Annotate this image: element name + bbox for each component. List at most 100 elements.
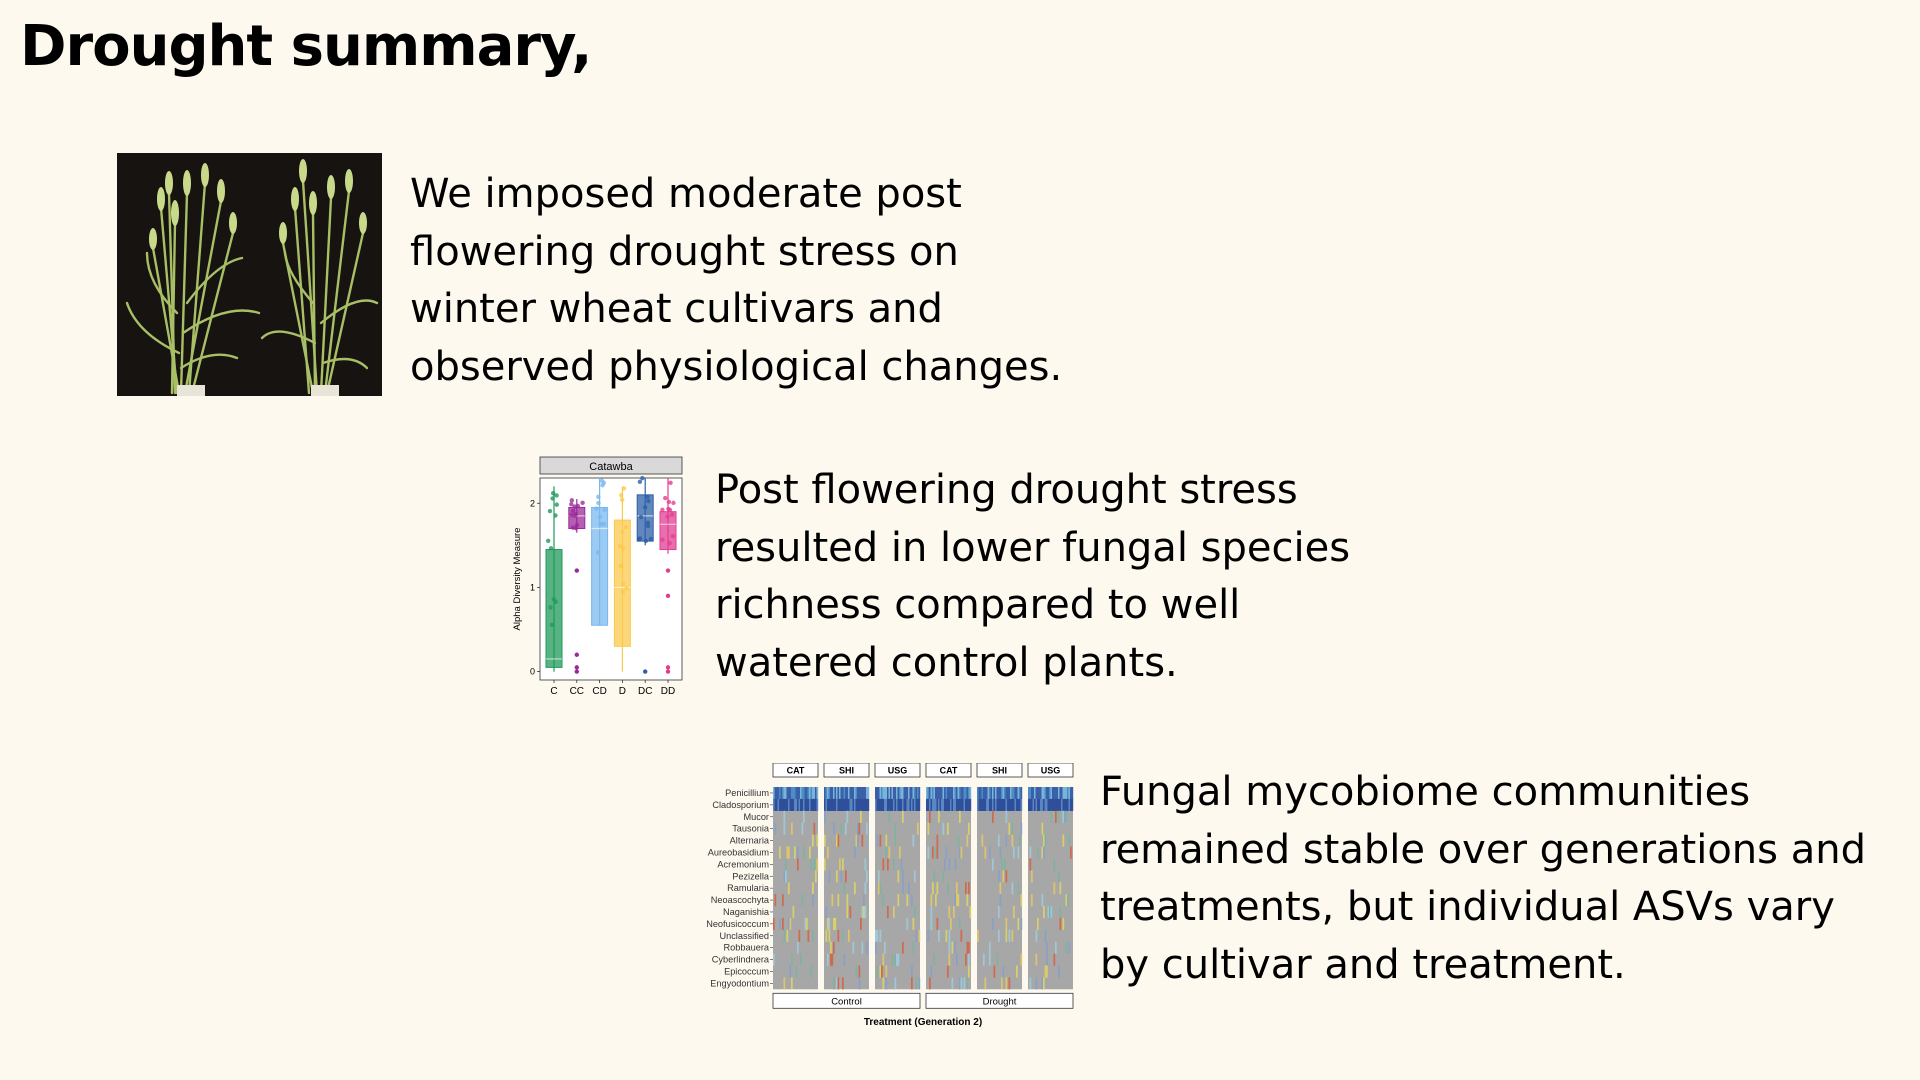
heatmap-cell: [801, 822, 804, 835]
heatmap-cell: [812, 798, 814, 811]
heatmap-cell: [849, 787, 852, 800]
heatmap-cell: [879, 787, 882, 800]
heatmap-cell: [1041, 894, 1044, 907]
heatmap-cell: [879, 882, 882, 895]
heatmap-cell: [842, 787, 844, 800]
heatmap-cell: [840, 798, 843, 811]
heatmap-cell: [930, 894, 933, 907]
heatmap-cell: [1008, 822, 1011, 835]
heatmap-cell: [1019, 787, 1021, 800]
heatmap-cell: [788, 917, 790, 930]
heatmap-cell: [890, 787, 892, 800]
heatmap-cell: [825, 906, 828, 919]
heatmap-cell: [861, 798, 864, 811]
heatmap-cell: [875, 929, 877, 942]
heatmap-cell: [990, 787, 993, 800]
heatmap-cell: [783, 977, 786, 990]
jitter-point: [620, 546, 625, 551]
heatmap-cell: [933, 953, 936, 966]
facet-strip: [539, 456, 683, 475]
heatmap-cell: [857, 798, 859, 811]
heatmap-cell: [996, 787, 999, 800]
plot-panel: [539, 477, 683, 681]
heatmap-cell: [783, 787, 786, 800]
jitter-point: [553, 513, 558, 518]
heatmap-cell: [945, 787, 948, 800]
heatmap-cell: [876, 787, 879, 800]
heatmap-cell: [1044, 834, 1047, 847]
heatmap-cell: [1071, 798, 1074, 811]
jitter-point: [666, 499, 672, 505]
heatmap-cell: [938, 787, 940, 800]
heatmap-cell: [1049, 798, 1051, 811]
heatmap-cell: [926, 798, 928, 811]
jitter-point: [645, 523, 651, 529]
heatmap-cell: [824, 834, 826, 847]
heatmap-panel: [773, 787, 818, 990]
heatmap-cell: [912, 917, 915, 930]
heatmap-cell: [894, 834, 897, 847]
heatmap-cell: [827, 798, 829, 811]
jitter-point: [665, 514, 670, 519]
heatmap-cell: [1041, 846, 1044, 859]
jitter-point: [643, 505, 648, 510]
heatmap-cell: [963, 977, 966, 990]
heatmap-row-label: Ramularia: [727, 883, 770, 893]
jitter-point: [548, 546, 554, 551]
heatmap-cell: [986, 787, 988, 800]
heatmap-cell: [966, 834, 969, 847]
heatmap-cell: [908, 882, 910, 895]
heatmap-cell: [1005, 810, 1008, 823]
jitter-point: [546, 538, 551, 544]
heatmap-cell: [852, 941, 855, 954]
heatmap-cell: [932, 846, 934, 859]
heatmap-cell: [995, 798, 997, 811]
heatmap-cell: [1047, 798, 1050, 811]
heatmap-row-label: Engyodontium: [710, 978, 769, 988]
heatmap-cell: [773, 787, 775, 800]
heatmap-cell: [786, 846, 789, 859]
jitter-point: [554, 502, 559, 507]
heatmap-cell: [888, 787, 891, 800]
heatmap-cell: [798, 787, 801, 800]
heatmap-cell: [939, 798, 942, 811]
heatmap-cell: [902, 798, 904, 811]
heatmap-cell: [1050, 810, 1053, 823]
heatmap-cell: [987, 787, 990, 800]
heatmap-cell: [989, 798, 991, 811]
heatmap-cell: [875, 798, 877, 811]
heatmap-cell: [1017, 917, 1020, 930]
heatmap-cell: [1017, 846, 1020, 859]
heatmap-cell: [1065, 894, 1068, 907]
heatmap-cell: [984, 787, 987, 800]
heatmap-cell: [849, 906, 852, 919]
heatmap-cell: [866, 787, 868, 800]
heatmap-cell: [953, 787, 955, 800]
heatmap-cell: [918, 977, 921, 990]
jitter-point: [648, 536, 654, 542]
heatmap-cell: [897, 894, 900, 907]
heatmap-cell: [969, 787, 972, 800]
heatmap-group-strip: [925, 992, 1074, 1009]
heatmap-cell: [968, 965, 970, 978]
heatmap-cell: [828, 870, 831, 883]
jitter-point: [601, 521, 607, 527]
heatmap-cell: [849, 798, 852, 811]
heatmap-row-label: Pezizella: [732, 871, 770, 881]
heatmap-cell: [890, 798, 892, 811]
heatmap-cell: [861, 941, 864, 954]
heatmap-cell: [1005, 798, 1008, 811]
heatmap-cell: [992, 810, 994, 823]
heatmap-cell: [989, 846, 991, 859]
heatmap-cell: [785, 870, 787, 883]
heatmap-cell: [882, 894, 885, 907]
heatmap-cell: [800, 953, 802, 966]
heatmap-cell: [801, 894, 804, 907]
heatmap-cell: [1019, 798, 1021, 811]
heatmap-cell: [791, 787, 793, 800]
heatmap-cell: [906, 787, 909, 800]
heatmap-cell: [854, 787, 856, 800]
heatmap-cell: [1044, 929, 1047, 942]
heatmap-cell: [785, 787, 787, 800]
heatmap-cell: [878, 882, 880, 895]
